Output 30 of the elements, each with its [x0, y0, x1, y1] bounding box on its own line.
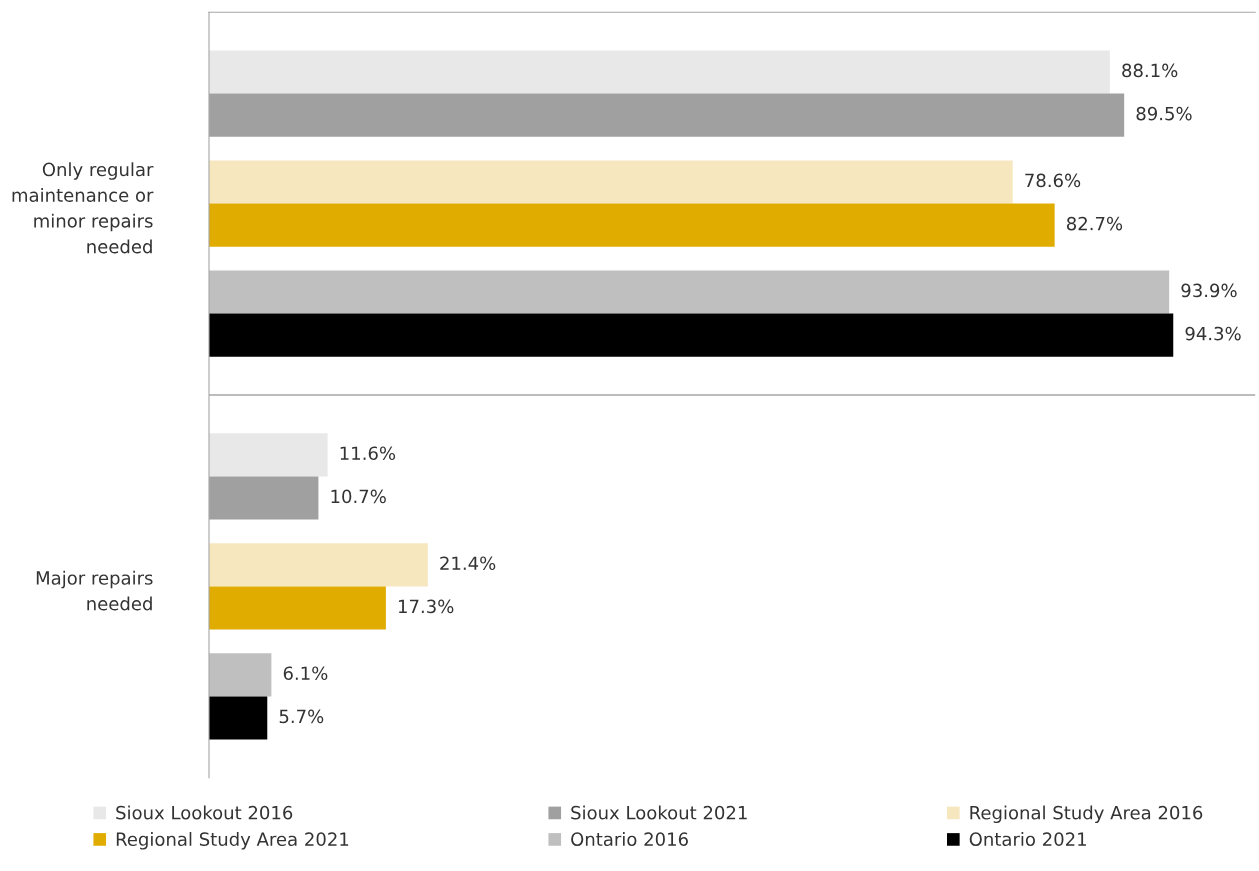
legend-label: Sioux Lookout 2016	[116, 805, 293, 820]
data-label: 88.1%	[1122, 63, 1178, 78]
legend-label: Regional Study Area 2021	[116, 832, 349, 850]
data-label: 93.9%	[1181, 283, 1237, 298]
bar	[208, 160, 1013, 204]
bar	[208, 586, 386, 630]
data-label: 5.7%	[279, 709, 324, 724]
data-label: 89.5%	[1136, 106, 1192, 121]
bar	[208, 50, 1110, 94]
data-label: 78.6%	[1025, 173, 1081, 188]
bar	[208, 313, 1174, 357]
bar	[208, 433, 328, 477]
data-label: 82.7%	[1066, 216, 1123, 231]
data-label: 10.7%	[331, 489, 386, 504]
bar	[208, 203, 1055, 247]
data-label: 17.3%	[398, 599, 454, 614]
legend-label: Ontario 2021	[969, 832, 1086, 847]
y-tick-label: Only regular maintenance or minor repairs needed	[12, 162, 154, 254]
bar	[208, 696, 268, 740]
data-label: 6.1%	[283, 666, 328, 681]
legend-label: Regional Study Area 2016	[970, 805, 1203, 824]
data-label: 11.6%	[340, 446, 396, 461]
legend-label: Sioux Lookout 2021	[571, 805, 747, 820]
bar	[208, 543, 428, 587]
data-label: 94.3%	[1185, 326, 1241, 341]
legend-label: Ontario 2016	[571, 832, 688, 847]
bar	[208, 270, 1170, 314]
y-tick-label: Major repairs needed	[36, 570, 153, 611]
bar	[208, 653, 272, 697]
data-label: 21.4%	[440, 556, 496, 571]
